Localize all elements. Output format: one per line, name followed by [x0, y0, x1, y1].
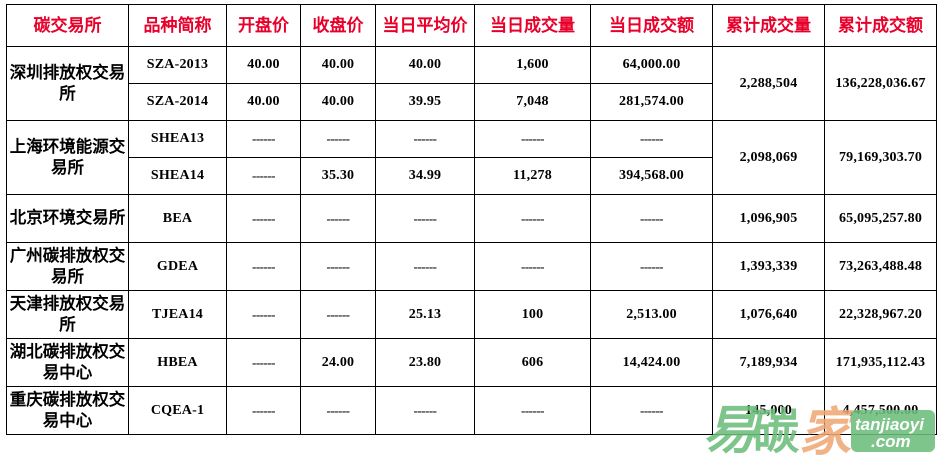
cell-product-code: GDEA — [128, 242, 227, 291]
cell-average-price: 39.95 — [375, 83, 475, 121]
table-row: 重庆碳排放权交易中心 CQEA-1 ------ ------ ------ ------… — [6, 386, 937, 435]
cell-product-code: BEA — [128, 194, 227, 243]
cell-close-price: 24.00 — [300, 338, 376, 387]
cell-daily-turnover: 281,574.00 — [590, 83, 713, 121]
cell-cumulative-turnover: 22,328,967.20 — [824, 290, 937, 339]
cell-daily-turnover: 14,424.00 — [590, 338, 713, 387]
cell-cumulative-volume: 1,076,640 — [712, 290, 825, 339]
cell-average-price: ------ — [375, 194, 475, 243]
cell-open-price: ------ — [226, 120, 301, 158]
cell-daily-turnover: 2,513.00 — [590, 290, 713, 339]
cell-close-price: 40.00 — [300, 83, 376, 121]
column-header-exchange: 碳交易所 — [6, 4, 129, 47]
cell-product-code: HBEA — [128, 338, 227, 387]
cell-close-price: ------ — [300, 194, 376, 243]
cell-cumulative-volume: 145,000 — [712, 386, 825, 435]
table-row: 上海环境能源交易所 SHEA13 ------ ------ ------ ------ -… — [6, 120, 937, 195]
cell-exchange-name: 重庆碳排放权交易中心 — [6, 386, 129, 435]
cell-cumulative-volume: 2,098,069 — [712, 120, 825, 195]
cell-close-price: ------ — [300, 386, 376, 435]
cell-product-code: SZA-2013 — [128, 46, 227, 84]
cell-cumulative-turnover: 4,457,500.00 — [824, 386, 937, 435]
cell-cumulative-turnover: 171,935,112.43 — [824, 338, 937, 387]
cell-daily-volume: 11,278 — [474, 157, 591, 195]
cell-cumulative-volume: 1,393,339 — [712, 242, 825, 291]
column-header-turnover: 当日成交额 — [590, 4, 713, 47]
cell-average-price: 34.99 — [375, 157, 475, 195]
cell-cumulative-volume: 7,189,934 — [712, 338, 825, 387]
cell-average-price: 23.80 — [375, 338, 475, 387]
cell-daily-turnover: ------ — [590, 242, 713, 291]
cell-open-price: ------ — [226, 338, 301, 387]
cell-open-price: 40.00 — [226, 46, 301, 84]
column-header-avg: 当日平均价 — [375, 4, 475, 47]
cell-daily-volume: ------ — [474, 194, 591, 243]
cell-daily-turnover: 394,568.00 — [590, 157, 713, 195]
cell-cumulative-turnover: 79,169,303.70 — [824, 120, 937, 195]
cell-open-price: ------ — [226, 386, 301, 435]
cell-daily-volume: ------ — [474, 242, 591, 291]
cell-exchange-name: 深圳排放权交易所 — [6, 46, 129, 121]
table-header: 碳交易所 品种简称 开盘价 收盘价 当日平均价 当日成交量 当日成交额 累计成交… — [6, 4, 937, 47]
table-row: 深圳排放权交易所 SZA-2013 40.00 40.00 40.00 1,600 64,0… — [6, 46, 937, 121]
cell-close-price: ------ — [300, 290, 376, 339]
cell-daily-volume: ------ — [474, 386, 591, 435]
cell-exchange-name: 天津排放权交易所 — [6, 290, 129, 339]
cell-close-price: ------ — [300, 120, 376, 158]
cell-daily-turnover: ------ — [590, 194, 713, 243]
column-header-cum-turnover: 累计成交额 — [824, 4, 937, 47]
cell-close-price: ------ — [300, 242, 376, 291]
cell-cumulative-turnover: 73,263,488.48 — [824, 242, 937, 291]
cell-product-code: SHEA14 — [128, 157, 227, 195]
table-row: 湖北碳排放权交易中心 HBEA ------ 24.00 23.80 606 14,424.… — [6, 338, 937, 387]
column-header-volume: 当日成交量 — [474, 4, 591, 47]
table-row: 天津排放权交易所 TJEA14 ------ ------ 25.13 100 2,513.… — [6, 290, 937, 339]
cell-open-price: ------ — [226, 290, 301, 339]
cell-daily-turnover: 64,000.00 — [590, 46, 713, 84]
cell-cumulative-turnover: 65,095,257.80 — [824, 194, 937, 243]
cell-cumulative-volume: 1,096,905 — [712, 194, 825, 243]
table-row: SZA-2014 40.00 40.00 39.95 7,048 281,574.00 — [7, 83, 937, 121]
cell-exchange-name: 上海环境能源交易所 — [6, 120, 129, 195]
cell-daily-turnover: ------ — [590, 120, 713, 158]
cell-exchange-name: 湖北碳排放权交易中心 — [6, 338, 129, 387]
cell-daily-volume: 100 — [474, 290, 591, 339]
table-row: SHEA14 ------ 35.30 34.99 11,278 394,568.00 — [7, 157, 937, 195]
column-header-cum-volume: 累计成交量 — [712, 4, 825, 47]
cell-average-price: ------ — [375, 120, 475, 158]
cell-daily-volume: 1,600 — [474, 46, 591, 84]
header-row: 碳交易所 品种简称 开盘价 收盘价 当日平均价 当日成交量 当日成交额 累计成交… — [6, 4, 937, 47]
cell-close-price: 35.30 — [300, 157, 376, 195]
cell-close-price: 40.00 — [300, 46, 376, 84]
cell-open-price: ------ — [226, 242, 301, 291]
cell-average-price: 25.13 — [375, 290, 475, 339]
table-body: 深圳排放权交易所 SZA-2013 40.00 40.00 40.00 1,600 64,0… — [6, 46, 937, 435]
table-row: 广州碳排放权交易所 GDEA ------ ------ ------ ------ ---… — [6, 242, 937, 291]
column-header-close: 收盘价 — [300, 4, 376, 47]
column-header-code: 品种简称 — [128, 4, 227, 47]
cell-cumulative-turnover: 136,228,036.67 — [824, 46, 937, 121]
table-row: 北京环境交易所 BEA ------ ------ ------ ------ ------… — [6, 194, 937, 243]
cell-product-code: CQEA-1 — [128, 386, 227, 435]
cell-exchange-name: 广州碳排放权交易所 — [6, 242, 129, 291]
cell-product-code: SZA-2014 — [128, 83, 227, 121]
column-header-open: 开盘价 — [226, 4, 301, 47]
cell-average-price: ------ — [375, 386, 475, 435]
cell-average-price: ------ — [375, 242, 475, 291]
cell-average-price: 40.00 — [375, 46, 475, 84]
table-page: 碳交易所 品种简称 开盘价 收盘价 当日平均价 当日成交量 当日成交额 累计成交… — [0, 4, 944, 466]
cell-cumulative-volume: 2,288,504 — [712, 46, 825, 121]
cell-exchange-name: 北京环境交易所 — [6, 194, 129, 243]
cell-daily-volume: 7,048 — [474, 83, 591, 121]
cell-daily-volume: 606 — [474, 338, 591, 387]
cell-daily-turnover: ------ — [590, 386, 713, 435]
cell-open-price: ------ — [226, 157, 301, 195]
cell-product-code: TJEA14 — [128, 290, 227, 339]
cell-open-price: ------ — [226, 194, 301, 243]
cell-product-code: SHEA13 — [128, 120, 227, 158]
cell-open-price: 40.00 — [226, 83, 301, 121]
cell-daily-volume: ------ — [474, 120, 591, 158]
carbon-exchange-table: 碳交易所 品种简称 开盘价 收盘价 当日平均价 当日成交量 当日成交额 累计成交… — [6, 4, 937, 435]
